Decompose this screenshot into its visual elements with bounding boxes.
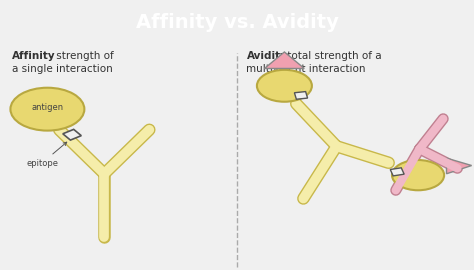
Text: Affinity vs. Avidity: Affinity vs. Avidity [136, 13, 338, 32]
Circle shape [257, 70, 312, 102]
Text: multivalent interaction: multivalent interaction [246, 64, 366, 74]
Text: - strength of: - strength of [46, 51, 114, 61]
Polygon shape [264, 52, 304, 69]
Polygon shape [390, 168, 404, 176]
Polygon shape [294, 92, 308, 99]
Text: a single interaction: a single interaction [12, 64, 113, 74]
Text: Affinity: Affinity [12, 51, 55, 61]
Text: antigen: antigen [31, 103, 64, 112]
Polygon shape [447, 158, 472, 174]
Circle shape [392, 160, 444, 190]
Circle shape [10, 88, 84, 131]
Polygon shape [63, 129, 81, 140]
Text: Avidity: Avidity [246, 51, 287, 61]
Text: epitope: epitope [26, 142, 67, 167]
Text: - total strength of a: - total strength of a [277, 51, 382, 61]
